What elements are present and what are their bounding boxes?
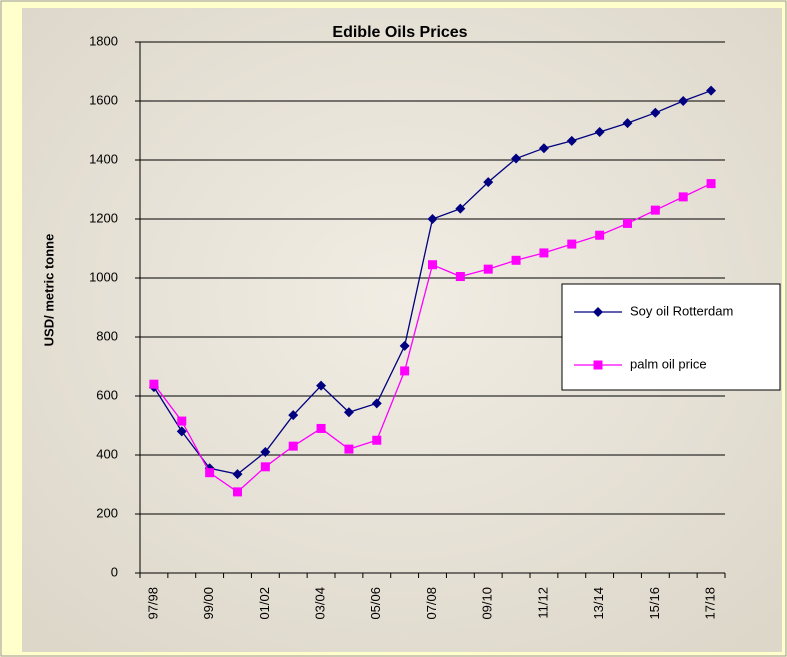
data-point xyxy=(567,239,577,249)
y-tick-label: 1600 xyxy=(89,92,118,107)
data-point xyxy=(288,441,298,451)
legend-label: Soy oil Rotterdam xyxy=(630,303,733,318)
x-tick-label: 13/14 xyxy=(591,587,606,620)
data-point xyxy=(205,468,215,478)
data-point xyxy=(594,126,605,137)
data-point xyxy=(371,398,382,409)
y-tick-label: 1000 xyxy=(89,269,118,284)
x-tick-label: 99/00 xyxy=(201,587,216,620)
data-point xyxy=(149,379,159,389)
legend-marker xyxy=(593,360,603,370)
y-tick-label: 200 xyxy=(96,505,118,520)
y-tick-label: 1400 xyxy=(89,151,118,166)
data-point xyxy=(233,487,242,497)
data-point xyxy=(288,410,299,421)
data-point xyxy=(372,435,382,445)
data-point xyxy=(706,179,716,189)
data-point xyxy=(623,218,632,228)
x-tick-label: 01/02 xyxy=(257,587,272,620)
y-tick-label: 600 xyxy=(96,387,118,402)
x-tick-label: 15/16 xyxy=(647,587,662,620)
data-point xyxy=(316,380,327,391)
data-point xyxy=(343,407,354,418)
data-point xyxy=(232,469,243,480)
x-tick-label: 11/12 xyxy=(535,587,550,619)
data-point xyxy=(650,205,660,215)
data-point xyxy=(483,264,493,274)
data-point xyxy=(706,85,717,96)
x-tick-label: 07/08 xyxy=(424,587,439,620)
x-tick-label: 97/98 xyxy=(145,587,160,620)
data-point xyxy=(455,272,465,282)
data-point xyxy=(399,340,410,351)
data-point xyxy=(511,153,522,164)
data-point xyxy=(539,248,549,258)
data-point xyxy=(427,214,438,224)
y-tick-label: 0 xyxy=(111,564,118,579)
data-point xyxy=(650,107,661,118)
chart-title: Edible Oils Prices xyxy=(332,24,467,41)
legend-marker xyxy=(593,307,603,317)
data-point xyxy=(678,192,688,202)
data-point xyxy=(428,260,437,270)
y-tick-label: 1800 xyxy=(89,33,118,48)
data-point xyxy=(400,366,410,376)
data-point xyxy=(316,423,326,433)
x-tick-label: 05/06 xyxy=(368,587,383,620)
data-point xyxy=(622,118,633,129)
data-point xyxy=(538,143,549,154)
y-tick-label: 1200 xyxy=(89,210,118,225)
data-point xyxy=(177,416,187,426)
x-tick-label: 09/10 xyxy=(480,587,495,620)
data-point xyxy=(260,462,270,472)
y-tick-label: 800 xyxy=(96,328,118,343)
data-point xyxy=(260,447,271,458)
x-tick-label: 17/18 xyxy=(703,587,718,620)
legend-box xyxy=(561,283,781,391)
x-tick-label: 03/04 xyxy=(313,587,328,620)
data-point xyxy=(455,203,466,214)
data-point xyxy=(595,230,605,240)
y-tick-label: 400 xyxy=(96,446,118,461)
data-point xyxy=(511,255,521,265)
data-point xyxy=(483,177,494,188)
data-point xyxy=(344,444,354,454)
data-point xyxy=(566,135,577,146)
y-axis-label: USD/ metric tonne xyxy=(41,234,56,347)
legend-label: palm oil price xyxy=(630,356,707,371)
data-point xyxy=(176,426,187,437)
data-point xyxy=(678,96,689,106)
